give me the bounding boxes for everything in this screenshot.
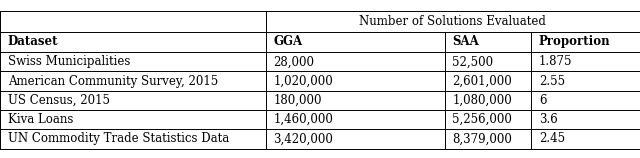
Text: American Community Survey, 2015: American Community Survey, 2015	[8, 75, 218, 88]
Text: 3,420,000: 3,420,000	[273, 132, 333, 145]
Text: 6: 6	[539, 94, 547, 107]
Text: US Census, 2015: US Census, 2015	[8, 94, 109, 107]
Text: 2.55: 2.55	[539, 75, 565, 88]
Text: Number of Solutions Evaluated: Number of Solutions Evaluated	[360, 15, 546, 28]
Text: GGA: GGA	[273, 35, 303, 48]
Text: 8,379,000: 8,379,000	[452, 132, 513, 145]
Text: 1,080,000: 1,080,000	[452, 94, 512, 107]
Text: 2.45: 2.45	[539, 132, 565, 145]
Text: Proportion: Proportion	[539, 35, 611, 48]
Text: 1,020,000: 1,020,000	[273, 75, 333, 88]
Text: 3.6: 3.6	[539, 113, 557, 126]
Text: Dataset: Dataset	[8, 35, 58, 48]
Text: 2,601,000: 2,601,000	[452, 75, 512, 88]
Text: 5,256,000: 5,256,000	[452, 113, 513, 126]
Text: 1.875: 1.875	[539, 55, 572, 68]
Text: 28,000: 28,000	[273, 55, 314, 68]
Text: Kiva Loans: Kiva Loans	[8, 113, 73, 126]
Text: Swiss Municipalities: Swiss Municipalities	[8, 55, 130, 68]
Text: UN Commodity Trade Statistics Data: UN Commodity Trade Statistics Data	[8, 132, 229, 145]
Text: SAA: SAA	[452, 35, 479, 48]
Text: 180,000: 180,000	[273, 94, 322, 107]
Text: 1,460,000: 1,460,000	[273, 113, 333, 126]
Text: 52,500: 52,500	[452, 55, 493, 68]
